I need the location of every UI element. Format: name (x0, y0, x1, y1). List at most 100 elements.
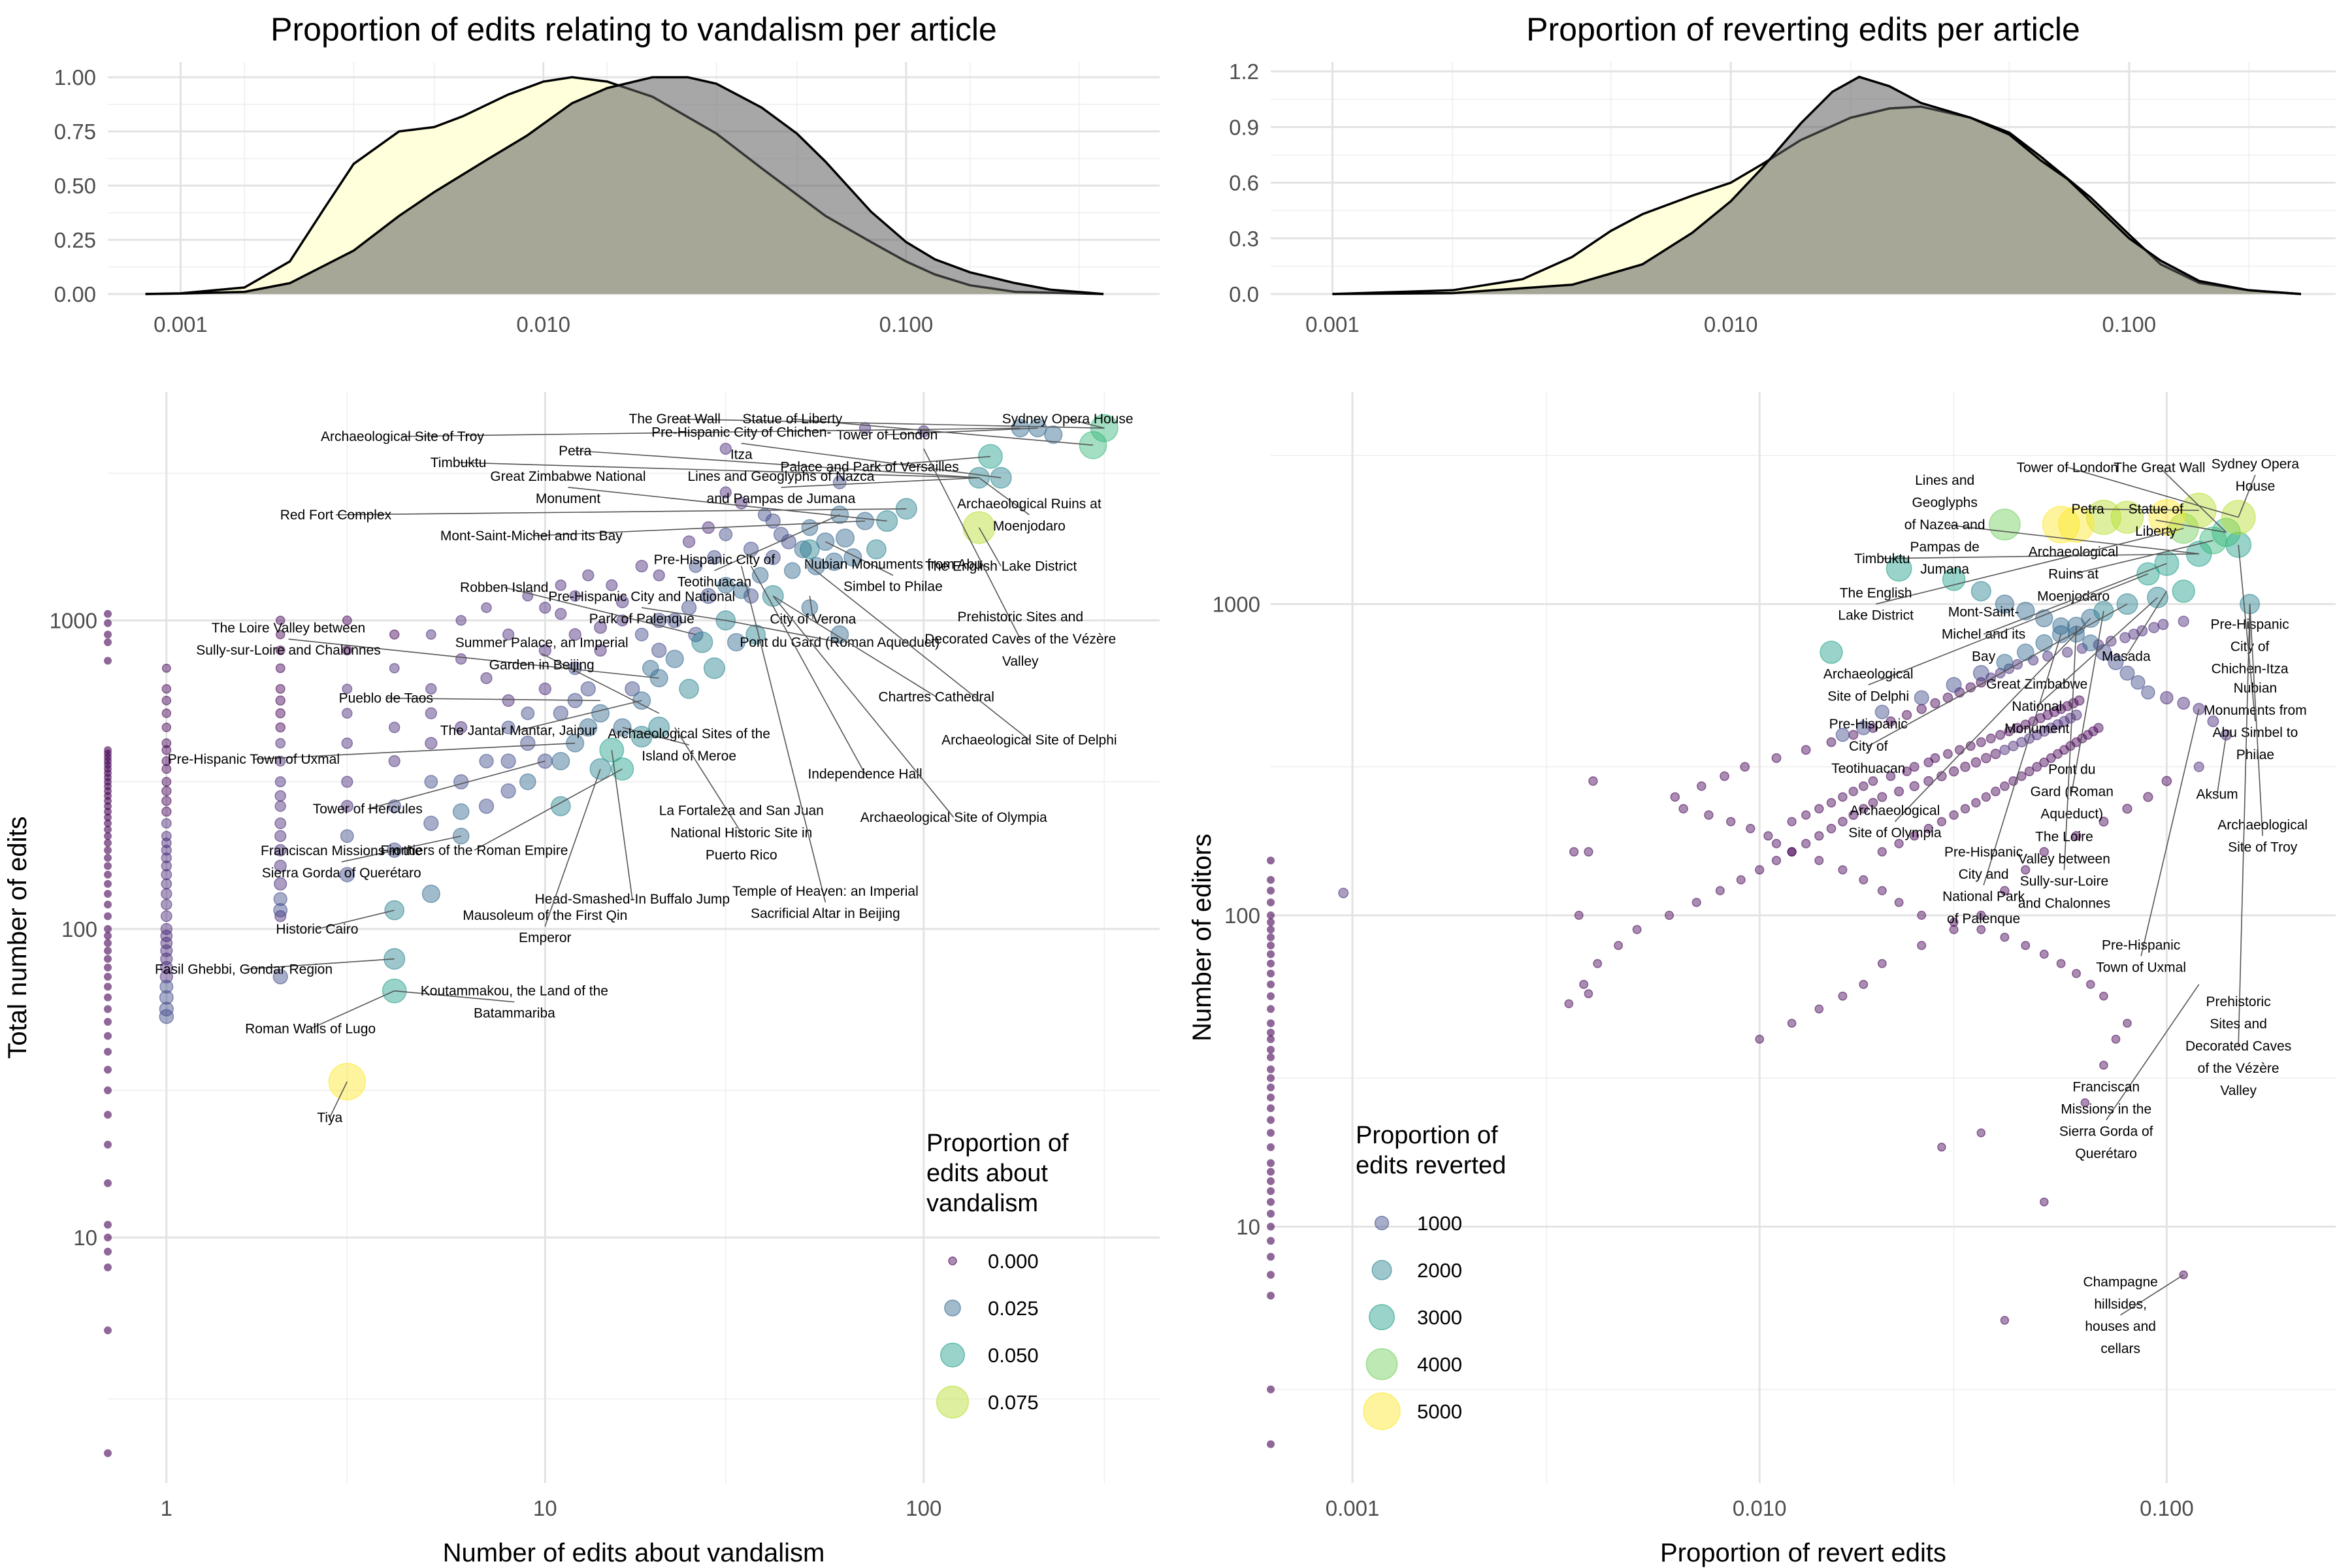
data-point (1960, 761, 1970, 772)
legend-title: Proportion of (926, 1130, 1069, 1157)
data-point (2085, 979, 2095, 989)
data-point (2105, 636, 2117, 647)
data-point (1838, 817, 1848, 826)
data-point (2000, 781, 2010, 791)
data-point (104, 890, 112, 898)
data-point (1874, 704, 1889, 719)
x-tick-label: 10 (533, 1496, 557, 1520)
data-point (423, 815, 439, 831)
data-point (161, 696, 172, 706)
data-point (2040, 1197, 2049, 1207)
label-leader-line (1983, 634, 2062, 886)
point-label: Prehistoric Sites and (957, 610, 1083, 625)
legend-key (948, 1256, 957, 1266)
label-leader-line (518, 700, 642, 731)
data-point (161, 869, 172, 881)
x-tick-label: 0.001 (154, 312, 208, 336)
point-label: The Great Wall (2114, 460, 2205, 475)
data-point (161, 756, 172, 766)
point-label: The Loire Valley between (212, 621, 365, 636)
data-point (1771, 855, 1782, 866)
data-point (384, 948, 406, 970)
data-point (1937, 1143, 1946, 1152)
point-label: Ruins at (2048, 566, 2099, 581)
point-label: Franciscan Missions in the (261, 843, 422, 858)
data-point (667, 612, 683, 629)
data-point (835, 528, 855, 548)
data-point (1614, 941, 1624, 951)
data-point (2093, 723, 2104, 733)
point-label: Archaeological Sites of the (608, 727, 770, 742)
data-point (568, 628, 581, 641)
point-label: Head-Smashed-In Buffalo Jump (535, 892, 730, 907)
data-point (807, 557, 826, 576)
data-point (1820, 640, 1843, 664)
data-point (104, 1032, 112, 1040)
point-label: Decorated Caves of the Vézère (924, 632, 1116, 647)
legend-label: 5000 (1417, 1400, 1462, 1423)
y-tick-label: 0.50 (54, 174, 96, 198)
label-leader-line (772, 595, 955, 818)
data-point (1946, 677, 1962, 693)
data-point (651, 642, 667, 659)
revert-density-panel: Proportion of reverting edits per articl… (1229, 11, 2336, 336)
x-tick-label: 0.100 (2102, 312, 2157, 336)
point-label: Park of Palenque (589, 612, 694, 627)
data-point (389, 629, 400, 640)
data-point (1949, 810, 1959, 820)
point-label: Pre-Hispanic City of (654, 552, 776, 567)
data-point (1755, 865, 1765, 875)
point-label: Lake District (1838, 608, 1914, 623)
data-point (1787, 1019, 1797, 1028)
point-label: Statue of Liberty (742, 412, 842, 427)
data-point (104, 808, 112, 816)
data-point (275, 722, 286, 733)
point-label: Sierra Gorda of Querétaro (262, 866, 421, 881)
point-label: Archaeological Site of Delphi (941, 733, 1117, 748)
density-line (1332, 75, 2302, 295)
point-label: Liberty (2135, 524, 2177, 539)
data-point (1936, 771, 1947, 781)
point-label: Pre-Hispanic (2210, 617, 2289, 632)
data-point (1267, 1074, 1275, 1083)
data-point (2004, 726, 2014, 736)
data-point (161, 764, 172, 774)
point-label: Geoglyphs (1912, 495, 1977, 510)
density-area (1332, 76, 2301, 294)
point-label: Monument (536, 491, 600, 506)
data-point (1995, 730, 2006, 740)
data-point (550, 796, 571, 817)
point-label: National Park (1942, 889, 2025, 904)
point-label: Archaeological (2217, 817, 2308, 832)
data-point (161, 745, 172, 755)
label-leader-line (725, 619, 840, 643)
data-point (1848, 730, 1859, 740)
data-point (104, 983, 112, 991)
data-point (2119, 665, 2135, 681)
vandalism-scatter-panel: The Great Wall Statue of Liberty Sydney Op… (3, 392, 1160, 1567)
data-point (2052, 719, 2063, 730)
point-label: Red Fort Complex (280, 508, 392, 523)
data-point (2042, 506, 2080, 544)
label-leader-line (367, 760, 546, 809)
data-point (1267, 1093, 1275, 1102)
label-leader-line (310, 990, 395, 1030)
data-point (2039, 847, 2050, 857)
point-label: Itza (730, 448, 753, 463)
data-point (594, 644, 607, 657)
data-point (1868, 776, 1878, 786)
data-point (2039, 949, 2049, 959)
y-tick-label: 10 (1236, 1215, 1260, 1239)
point-label: City of (1849, 739, 1888, 754)
data-point (161, 777, 172, 787)
point-label: The Great Wall (629, 412, 721, 427)
data-point (1894, 839, 1904, 849)
point-label: Garden in Beijing (489, 658, 595, 673)
data-point (832, 476, 847, 489)
data-point (500, 753, 516, 769)
label-leader-line (1983, 563, 2167, 635)
data-point (1267, 1019, 1275, 1028)
data-point (977, 444, 1003, 469)
data-point (1267, 887, 1275, 895)
data-point (274, 776, 286, 788)
